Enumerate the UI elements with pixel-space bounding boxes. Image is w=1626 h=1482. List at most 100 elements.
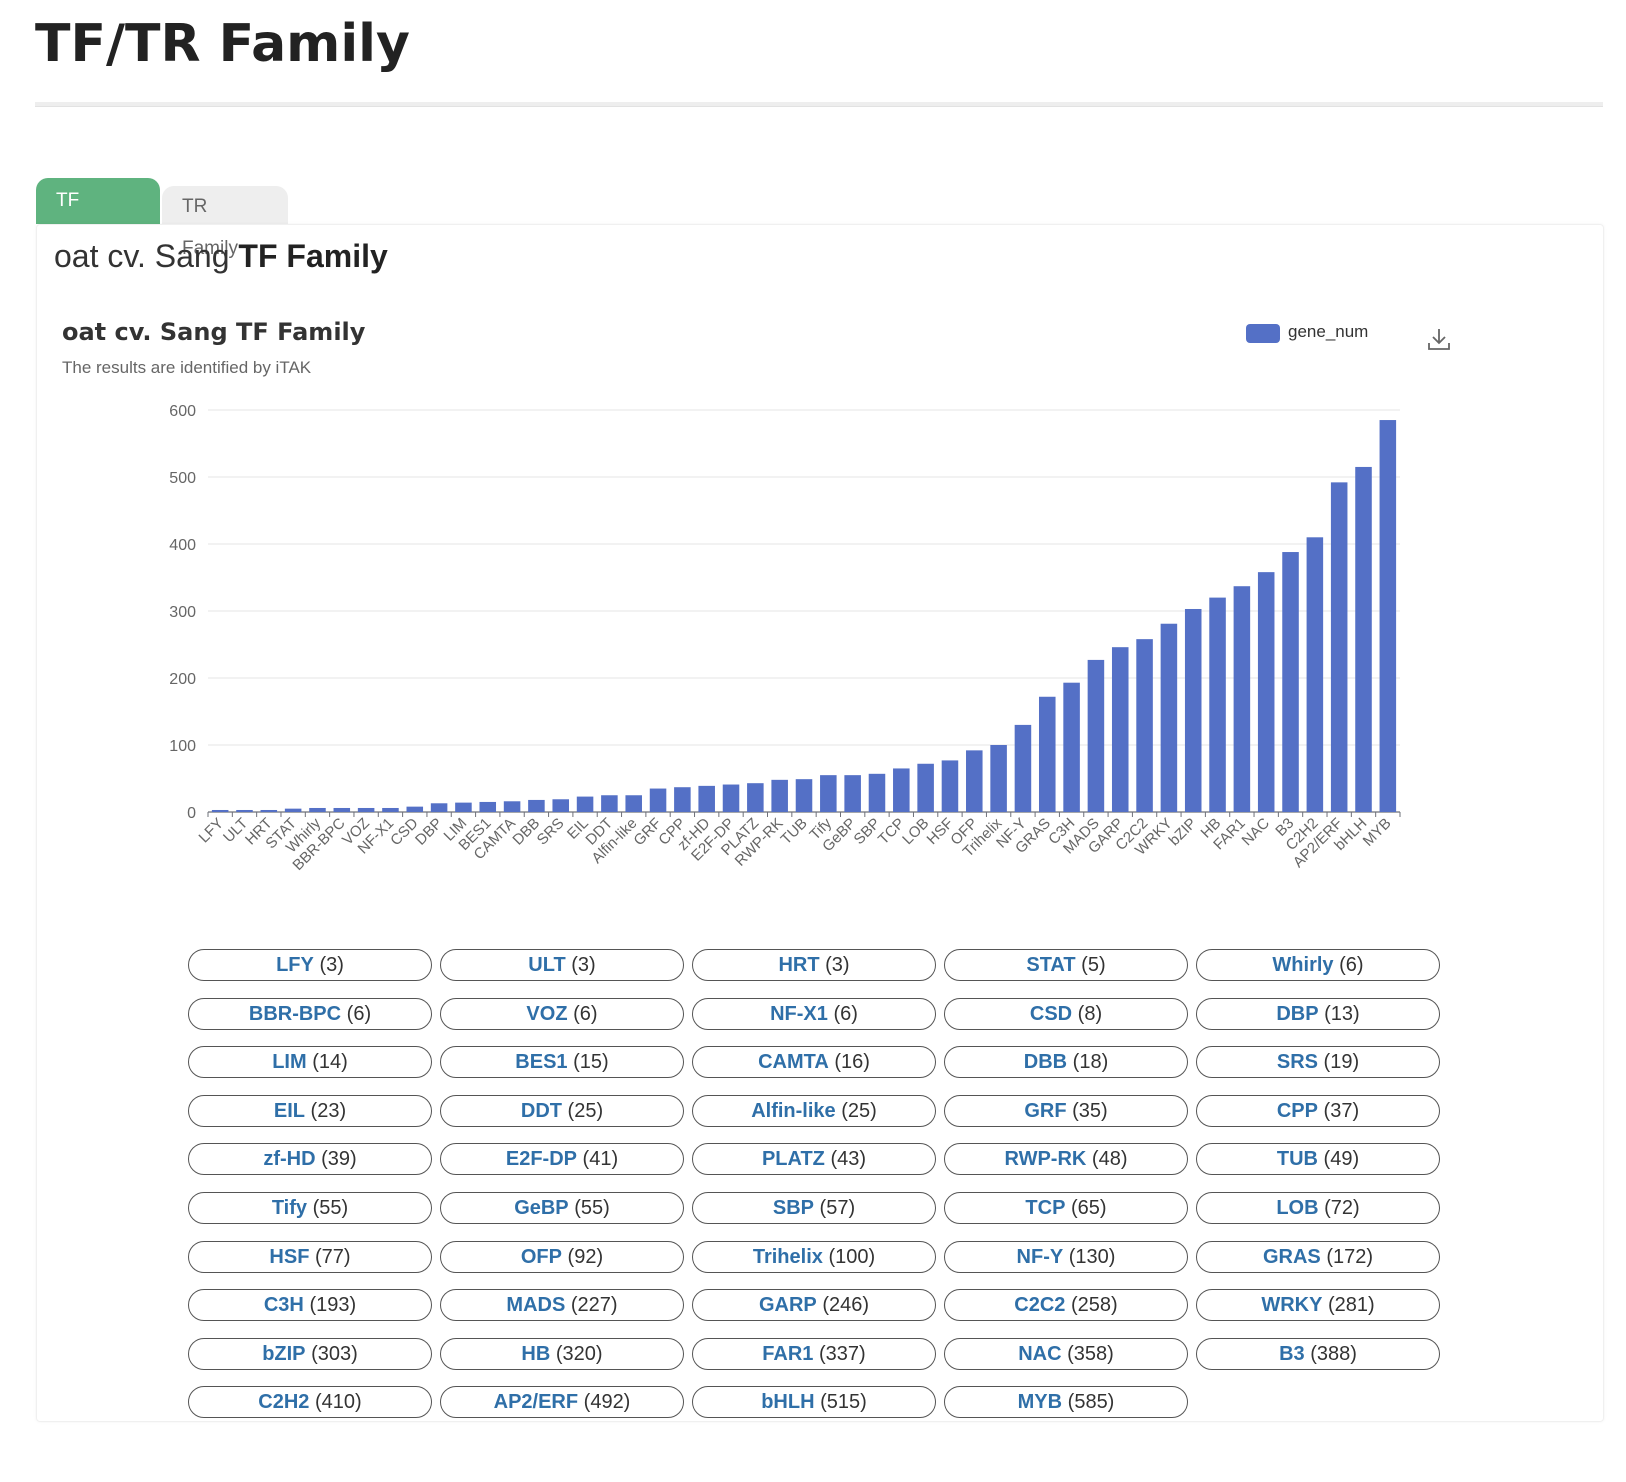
family-pill[interactable]: CSD (8) (944, 997, 1188, 1030)
bar (722, 784, 740, 812)
family-pill[interactable]: RWP-RK (48) (944, 1143, 1188, 1176)
family-name: HSF (269, 1245, 310, 1268)
family-pill[interactable]: GARP (246) (692, 1289, 936, 1322)
panel-title-prefix: oat cv. Sang (54, 238, 230, 274)
family-pill[interactable]: TCP (65) (944, 1192, 1188, 1224)
family-name: Alfin-like (751, 1099, 836, 1122)
family-pill[interactable]: WRKY (281) (1196, 1289, 1440, 1322)
y-tick-label: 100 (169, 738, 196, 755)
family-pill[interactable]: TUB (49) (1196, 1143, 1440, 1176)
family-count: (130) (1068, 1245, 1116, 1268)
family-pill[interactable]: BES1 (15) (440, 1046, 684, 1079)
family-name: CPP (1276, 1099, 1318, 1122)
y-tick-label: 500 (169, 470, 196, 487)
family-count: (39) (321, 1148, 357, 1171)
family-pill[interactable]: EIL (23) (188, 1094, 432, 1127)
family-pill[interactable]: NAC (358) (944, 1337, 1188, 1370)
family-pill[interactable]: bZIP (303) (188, 1337, 432, 1370)
family-pill[interactable]: HB (320) (440, 1337, 684, 1370)
family-name: TUB (1276, 1148, 1318, 1171)
family-pill[interactable]: NF-X1 (6) (692, 997, 936, 1030)
family-pill[interactable]: DDT (25) (440, 1094, 684, 1127)
tab-tf-family[interactable]: TF Family (36, 178, 160, 257)
family-pill[interactable]: Alfin-like (25) (692, 1094, 936, 1127)
family-pill[interactable]: HRT (3) (692, 949, 936, 981)
family-count: (193) (309, 1294, 357, 1317)
family-pill[interactable]: NF-Y (130) (944, 1240, 1188, 1273)
family-pill[interactable]: SBP (57) (692, 1192, 936, 1224)
family-pill[interactable]: LOB (72) (1196, 1192, 1440, 1224)
bar (236, 809, 253, 812)
family-name: GeBP (514, 1197, 569, 1219)
family-pill[interactable]: ULT (3) (440, 949, 684, 981)
family-pill[interactable]: GRF (35) (944, 1094, 1188, 1127)
family-pill[interactable]: E2F-DP (41) (440, 1143, 684, 1176)
family-pill[interactable]: DBP (13) (1196, 997, 1440, 1030)
family-pill[interactable]: MYB (585) (944, 1386, 1188, 1419)
family-pill[interactable]: zf-HD (39) (188, 1143, 432, 1176)
legend-label: gene_num (1288, 322, 1369, 341)
family-count: (65) (1070, 1197, 1107, 1219)
family-pill[interactable]: HSF (77) (188, 1240, 432, 1273)
family-count: (48) (1091, 1148, 1128, 1171)
tab-tr-family[interactable]: TR Family (162, 186, 288, 259)
family-pill[interactable]: C3H (193) (188, 1289, 432, 1322)
family-name: GARP (758, 1294, 817, 1317)
family-pill[interactable]: LIM (14) (188, 1046, 432, 1079)
bar (503, 801, 521, 812)
bar (625, 795, 642, 812)
family-name: LFY (276, 954, 314, 976)
chart-subtitle: The results are identified by iTAK (62, 358, 312, 377)
family-pill[interactable]: C2H2 (410) (188, 1386, 432, 1419)
family-pill[interactable]: B3 (388) (1196, 1337, 1440, 1370)
family-pill[interactable]: BBR-BPC (6) (188, 997, 432, 1030)
download-icon[interactable] (1426, 326, 1452, 352)
family-pill[interactable]: Trihelix (100) (692, 1240, 936, 1273)
bar (357, 807, 375, 812)
bar (747, 783, 764, 812)
family-name: LOB (1276, 1197, 1319, 1219)
family-pill[interactable]: OFP (92) (440, 1240, 684, 1273)
family-pill[interactable]: SRS (19) (1196, 1046, 1440, 1079)
y-tick-label: 600 (169, 403, 196, 420)
bar (1087, 659, 1105, 812)
family-name: B3 (1279, 1342, 1305, 1365)
family-pill[interactable]: bHLH (515) (692, 1386, 936, 1419)
family-name: BES1 (515, 1051, 568, 1074)
bar (698, 785, 715, 812)
family-name: EIL (273, 1099, 305, 1122)
family-count: (3) (825, 954, 850, 976)
family-pill[interactable]: MADS (227) (440, 1289, 684, 1322)
family-name: zf-HD (263, 1148, 316, 1171)
family-pill[interactable]: GeBP (55) (440, 1192, 684, 1224)
bar-chart: 0100200300400500600LFYULTHRTSTATWhirlyBB… (169, 403, 1401, 874)
family-pill[interactable]: PLATZ (43) (692, 1143, 936, 1176)
family-name: TCP (1025, 1197, 1066, 1219)
bar (1306, 537, 1324, 812)
legend-swatch (1246, 324, 1280, 343)
family-count: (55) (312, 1197, 349, 1219)
bar (795, 779, 813, 812)
family-pill[interactable]: AP2/ERF (492) (440, 1386, 684, 1419)
bar (868, 773, 886, 812)
family-count: (281) (1327, 1294, 1375, 1317)
family-pill[interactable]: CPP (37) (1196, 1094, 1440, 1127)
bar (820, 775, 837, 812)
bar (382, 807, 399, 812)
family-name: GRF (1024, 1099, 1067, 1122)
panel-title: oat cv. Sang TF Family (54, 238, 388, 275)
family-pill[interactable]: VOZ (6) (440, 997, 684, 1030)
family-pill[interactable]: DBB (18) (944, 1046, 1188, 1079)
family-pill[interactable]: GRAS (172) (1196, 1240, 1440, 1273)
family-pill[interactable]: C2C2 (258) (944, 1289, 1188, 1322)
family-pill[interactable]: LFY (3) (188, 949, 432, 981)
family-pill[interactable]: CAMTA (16) (692, 1046, 936, 1079)
family-pill[interactable]: FAR1 (337) (692, 1337, 936, 1370)
family-count: (410) (315, 1391, 362, 1414)
family-pill[interactable]: Whirly (6) (1196, 949, 1440, 981)
family-name: STAT (1026, 954, 1076, 976)
family-count: (246) (822, 1294, 870, 1317)
panel-title-bold: TF Family (238, 238, 388, 274)
family-pill[interactable]: STAT (5) (944, 949, 1188, 981)
family-pill[interactable]: Tify (55) (188, 1192, 432, 1224)
